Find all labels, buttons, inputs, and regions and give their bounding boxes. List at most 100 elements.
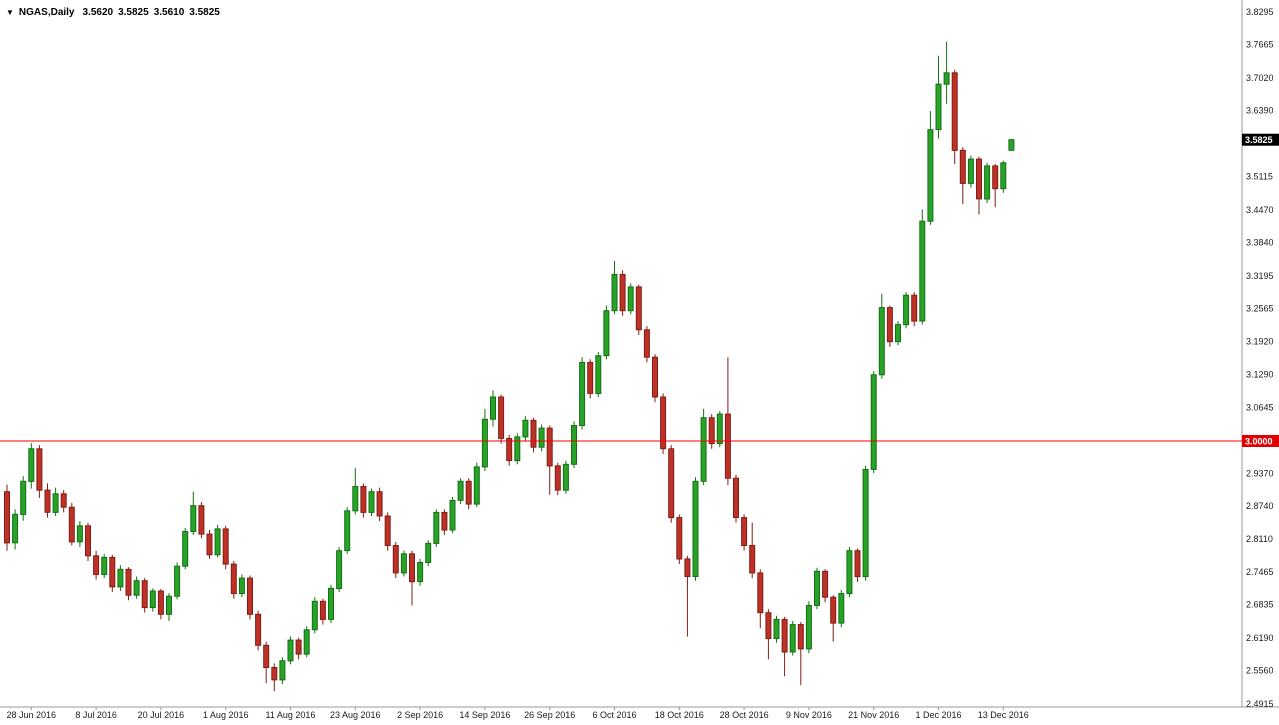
candle-body [716,413,723,445]
candle-body [943,72,950,85]
candle-body [214,528,221,556]
candle-body [530,419,537,448]
candle-body [870,374,877,470]
candle-body [554,465,561,491]
candle-body [1008,139,1015,151]
candle-body [822,570,829,598]
price-axis-label: 3.4470 [1246,205,1274,215]
candle-body [190,505,197,533]
candle-body [830,596,837,624]
price-axis-label: 2.8740 [1246,501,1274,511]
time-axis-label: 8 Jul 2016 [75,710,117,720]
candle-body [886,307,893,343]
candle-body [174,565,181,597]
candle-body [425,542,432,564]
candle-body [684,558,691,578]
candle-body [749,545,756,574]
price-axis-label: 3.2565 [1246,303,1274,313]
candle-body [708,417,715,445]
candle-body [247,577,253,615]
candle-body [109,556,116,588]
candle-body [919,220,926,322]
time-axis-label: 2 Sep 2016 [397,710,443,720]
symbol-period-label: NGAS,Daily [18,7,75,18]
candle-body [733,477,739,519]
candle-body [328,587,334,620]
candle-body [52,493,59,513]
time-axis-label: 6 Oct 2016 [592,710,636,720]
candle-body [635,286,642,331]
candle-body [652,356,658,398]
candle-body [692,480,699,577]
candle-body [60,493,67,508]
candle-body [895,324,901,343]
candle-body [984,165,991,200]
candle-body [360,486,367,513]
price-axis-label: 3.3840 [1246,237,1274,247]
candle-body [619,274,626,312]
current-price-tag [1242,133,1279,146]
candle-body [376,491,383,517]
candle-body [473,466,480,505]
candle-body [20,480,27,515]
candle-body [789,624,796,653]
price-axis-label: 3.7020 [1246,73,1274,83]
candle-body [878,307,885,376]
candle-body [765,612,772,640]
candle-body [846,550,853,595]
candle-body [976,158,982,200]
time-axis-label: 14 Sep 2016 [459,710,510,720]
price-axis-label: 3.6390 [1246,106,1274,116]
time-axis-label: 1 Aug 2016 [203,710,249,720]
current-price-tag-label: 3.5825 [1245,135,1273,145]
candle-body [303,629,310,655]
candle-body [198,505,205,535]
candle-body [433,511,440,544]
candle-body [336,550,343,590]
candle-body [587,361,594,394]
price-axis-label: 2.6190 [1246,633,1274,643]
candle-body [490,396,496,420]
candle-body [287,639,294,662]
candle-body [457,480,464,501]
candle-body [319,600,326,620]
candle-body [101,556,108,576]
candle-body [911,294,918,322]
candle-body [93,555,100,575]
symbol-dropdown-icon[interactable]: ▼ [6,7,14,17]
candle-body [522,419,529,438]
hline-price-tag [1242,435,1279,447]
price-axis-label: 3.0645 [1246,403,1274,413]
price-axis-label: 3.7665 [1246,40,1274,50]
candle-body [352,486,359,512]
candle-body [935,83,942,131]
time-axis-label: 1 Dec 2016 [915,710,961,720]
quote-close: 3.5825 [189,7,220,18]
candle-body [854,550,861,578]
candle-body [992,165,999,190]
candle-body [166,595,172,615]
candle-body [627,286,634,312]
candle-body [700,417,707,482]
candle-body [757,572,764,614]
candle-body [311,600,318,631]
candle-body [279,660,286,681]
price-axis-label: 3.3195 [1246,271,1274,281]
time-axis-label: 18 Oct 2016 [655,710,704,720]
candle-body [838,593,845,624]
candle-body [206,533,213,556]
candle-body [409,553,415,583]
price-axis-label: 2.6835 [1246,600,1274,610]
candle-body [400,553,407,574]
candle-body [125,568,132,596]
candle-body [481,418,488,468]
quote-bar: ▼ NGAS,Daily 3.5620 3.5825 3.5610 3.5825 [6,7,220,18]
candle-body [676,517,683,560]
price-axis-label: 3.1920 [1246,337,1274,347]
candle-body [741,517,748,546]
candle-body [506,437,513,462]
time-axis-label: 26 Sep 2016 [524,710,575,720]
candle-body [449,500,456,531]
